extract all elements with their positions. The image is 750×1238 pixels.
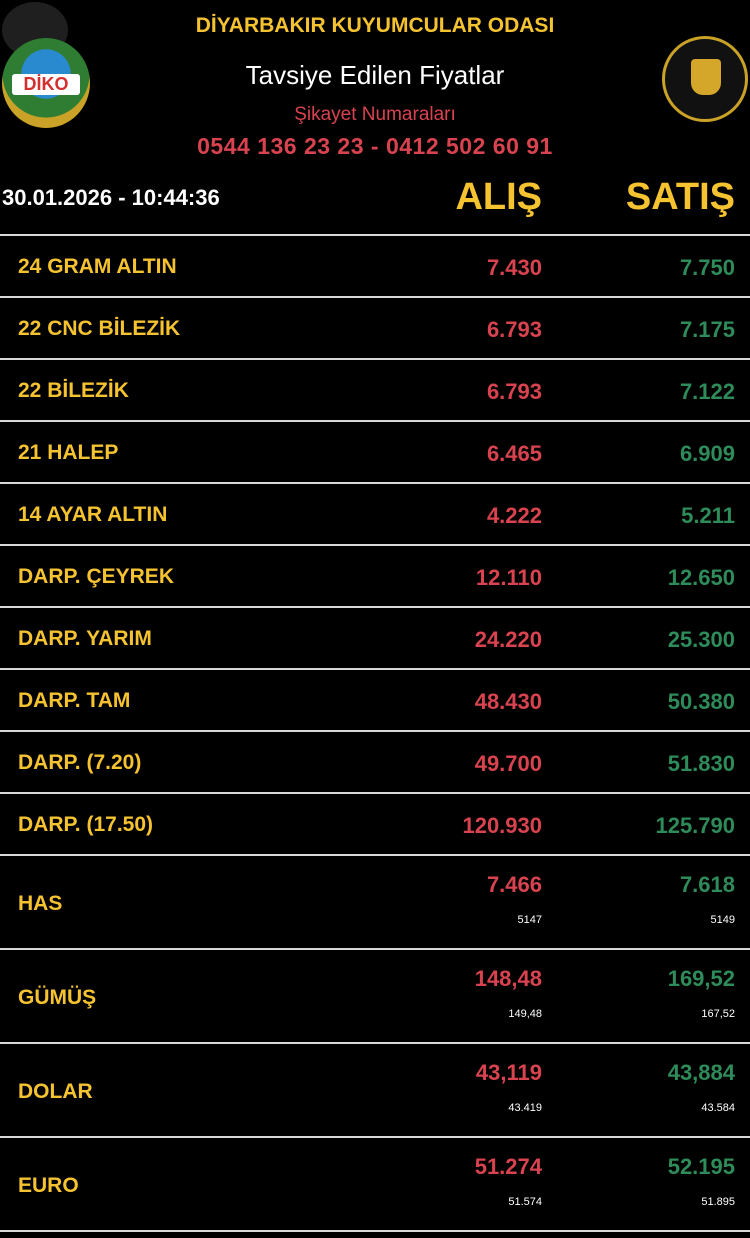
product-name: 14 AYAR ALTIN [18,503,168,526]
buy-price: 120.930 [462,813,542,838]
table-row: DARP. (7.20) 49.700 51.830 [0,730,750,792]
buy-price: 43,119 [475,1060,542,1085]
update-datetime: 30.01.2026 - 10:44:36 [2,185,220,210]
sell-price: 6.909 [679,441,735,466]
buy-price: 24.220 [474,627,542,652]
price-table: 24 GRAM ALTIN 7.430 7.750 22 CNC BİLEZİK 6.7… [0,234,750,1232]
sell-price: 5.211 [681,503,735,528]
sell-sub-price: 51.895 [701,1196,735,1208]
product-name: 22 CNC BİLEZİK [18,317,181,340]
page-subtitle: Tavsiye Edilen Fiyatlar [245,60,505,90]
sell-price: 7.122 [679,379,735,404]
buy-price: 7.430 [486,255,542,280]
buy-sub-price: 5147 [517,914,542,926]
product-name: DARP. (17.50) [18,813,154,836]
sell-price: 25.300 [667,627,735,652]
product-name: HAS [18,892,63,915]
logo-text: DİKO [12,74,80,95]
table-row: DARP. (17.50) 120.930 125.790 [0,792,750,854]
table-row: 21 HALEP 6.465 6.909 [0,420,750,482]
buy-price: 49.700 [474,751,542,776]
sell-price: 43,884 [667,1060,735,1085]
table-row: 22 CNC BİLEZİK 6.793 7.175 [0,296,750,358]
product-name: DARP. TAM [18,689,131,712]
sell-price: 12.650 [667,565,735,590]
diko-logo: DİKO [2,38,90,128]
table-row: DARP. TAM 48.430 50.380 [0,668,750,730]
table-row: DARP. YARIM 24.220 25.300 [0,606,750,668]
product-name: EURO [18,1174,79,1197]
buy-price: 48.430 [474,689,542,714]
buy-sub-price: 43.419 [508,1102,542,1114]
sell-sub-price: 167,52 [701,1008,735,1020]
sell-price: 51.830 [667,751,735,776]
buy-price: 6.793 [486,317,542,342]
sell-price: 50.380 [667,689,735,714]
product-name: DARP. YARIM [18,627,152,650]
buy-price: 12.110 [475,565,542,590]
sell-price: 7.750 [679,255,735,280]
table-row: EURO 51.274 52.195 51.574 51.895 [0,1136,750,1230]
buy-sub-price: 149,48 [508,1008,542,1020]
product-name: 24 GRAM ALTIN [18,255,177,278]
cooperative-logo [662,36,748,122]
complaint-label: Şikayet Numaraları [294,104,456,125]
table-row: HAS 7.466 7.618 5147 5149 [0,854,750,948]
sell-price: 52.195 [667,1154,735,1179]
buy-price: 6.465 [486,441,542,466]
table-row: 22 BİLEZİK 6.793 7.122 [0,358,750,420]
table-row: DARP. ÇEYREK 12.110 12.650 [0,544,750,606]
table-row: DOLAR 43,119 43,884 43.419 43.584 [0,1042,750,1136]
buy-price: 51.274 [474,1154,542,1179]
table-bottom-divider [0,1230,750,1232]
buy-price: 148,48 [474,966,542,991]
column-header-buy: ALIŞ [455,176,542,218]
product-name: 21 HALEP [18,441,119,464]
table-row: 14 AYAR ALTIN 4.222 5.211 [0,482,750,544]
header: DİKO DİYARBAKIR KUYUMCULAR ODASI Tavsiye… [0,0,750,234]
product-name: DOLAR [18,1080,93,1103]
product-name: GÜMÜŞ [18,986,97,1009]
sell-price: 7.175 [679,317,735,342]
sell-sub-price: 43.584 [701,1102,735,1114]
page-title: DİYARBAKIR KUYUMCULAR ODASI [195,14,555,37]
product-name: 22 BİLEZİK [18,379,129,402]
table-row: GÜMÜŞ 148,48 169,52 149,48 167,52 [0,948,750,1042]
sell-price: 7.618 [679,872,735,897]
product-name: DARP. (7.20) [18,751,142,774]
column-header-sell: SATIŞ [625,176,735,218]
complaint-phones[interactable]: 0544 136 23 23 - 0412 502 60 91 [197,133,553,159]
buy-price: 6.793 [486,379,542,404]
buy-price: 4.222 [486,503,542,528]
sell-price: 125.790 [655,813,735,838]
table-row: 24 GRAM ALTIN 7.430 7.750 [0,234,750,296]
product-name: DARP. ÇEYREK [18,565,174,588]
sell-sub-price: 5149 [710,914,735,926]
buy-sub-price: 51.574 [508,1196,542,1208]
sell-price: 169,52 [667,966,735,991]
buy-price: 7.466 [486,872,542,897]
